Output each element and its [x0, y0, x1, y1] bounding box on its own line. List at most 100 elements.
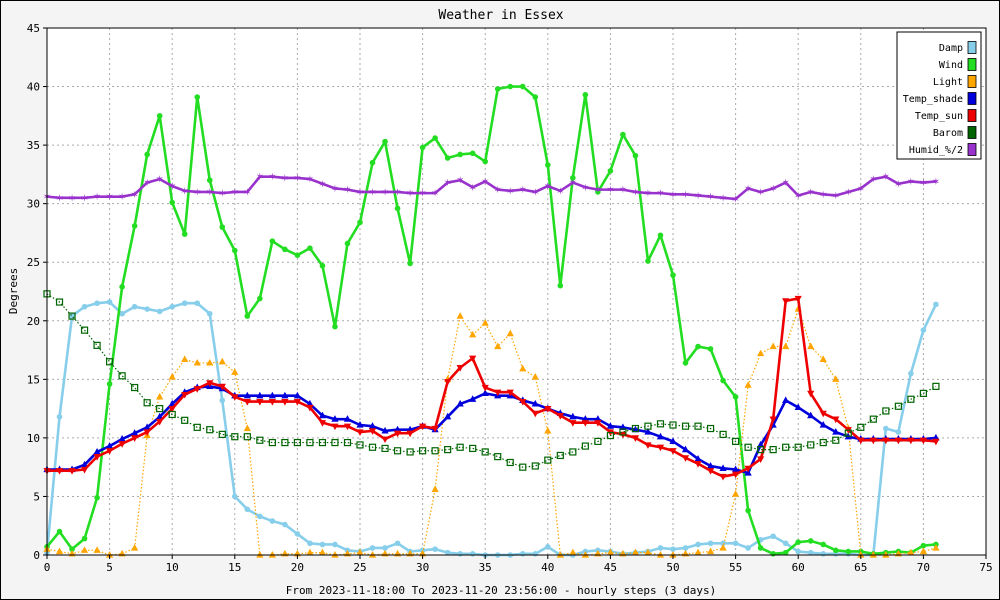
- point-humid-2: ✶: [581, 183, 589, 194]
- point-light: [732, 490, 740, 497]
- point-wind: [394, 205, 401, 212]
- x-tick-label: 5: [106, 561, 113, 574]
- point-humid-2: ✶: [844, 187, 852, 198]
- point-barom: [731, 437, 740, 446]
- point-humid-2: ✶: [406, 189, 414, 200]
- point-wind: [119, 284, 125, 290]
- point-barom: [581, 442, 589, 450]
- point-humid-2: ✶: [456, 176, 464, 187]
- point-wind: [206, 177, 213, 184]
- point-barom: [331, 438, 339, 447]
- point-barom: [894, 402, 902, 410]
- point-temp-sun: [631, 435, 640, 442]
- point-humid-2: ✶: [519, 185, 527, 196]
- point-temp-shade: [656, 432, 665, 440]
- point-wind: [532, 94, 539, 100]
- point-wind: [720, 377, 726, 384]
- point-barom: [93, 341, 101, 349]
- point-light: [55, 547, 64, 555]
- point-damp: [883, 425, 889, 432]
- point-humid-2: ✶: [756, 187, 764, 198]
- point-wind: [294, 252, 301, 258]
- point-wind: [570, 175, 576, 181]
- point-humid-2: ✶: [544, 182, 552, 193]
- point-humid-2: ✶: [343, 185, 351, 196]
- point-wind: [444, 155, 451, 161]
- point-barom: [644, 422, 652, 430]
- point-damp: [181, 300, 188, 307]
- point-temp-shade: [531, 399, 539, 407]
- point-humid-2: ✶: [681, 190, 689, 201]
- point-humid-2: ✶: [819, 190, 827, 201]
- point-humid-2: ✶: [105, 192, 113, 203]
- x-tick-label: 60: [792, 561, 805, 574]
- point-light: [519, 364, 527, 372]
- series-temp-sun: [43, 295, 940, 481]
- point-barom: [882, 407, 890, 415]
- point-humid-2: ✶: [243, 187, 251, 198]
- point-humid-2: ✶: [719, 193, 727, 204]
- point-light: [606, 548, 614, 556]
- legend-label-wind: Wind: [939, 60, 963, 71]
- point-barom: [606, 431, 615, 440]
- point-humid-2: ✶: [606, 185, 614, 196]
- point-damp: [56, 414, 63, 420]
- point-humid-2: ✶: [744, 184, 752, 195]
- point-humid-2: ✶: [130, 190, 138, 201]
- point-barom: [419, 447, 427, 455]
- point-temp-sun: [919, 437, 927, 445]
- point-wind: [131, 223, 138, 229]
- point-humid-2: ✶: [118, 192, 126, 203]
- point-wind: [757, 545, 764, 551]
- point-humid-2: ✶: [143, 178, 151, 189]
- point-damp: [707, 540, 714, 547]
- point-temp-sun: [393, 430, 402, 438]
- point-damp: [382, 545, 388, 551]
- point-light: [744, 381, 752, 388]
- point-light: [93, 546, 101, 553]
- chart-title: Weather in Essex: [438, 8, 563, 23]
- point-barom: [519, 463, 527, 471]
- point-temp-shade: [156, 412, 164, 420]
- point-temp-shade: [456, 399, 464, 407]
- point-temp-shade: [106, 442, 114, 449]
- point-light: [368, 551, 377, 558]
- y-tick-label: 10: [27, 432, 40, 445]
- point-light: [456, 312, 464, 319]
- point-temp-sun: [80, 466, 89, 474]
- series-line-humid-2: [46, 175, 937, 201]
- y-tick-label: 30: [27, 198, 40, 211]
- legend-label-humid-2: Humid_%/2: [909, 145, 963, 156]
- point-barom: [80, 326, 89, 334]
- point-barom: [243, 433, 251, 441]
- point-damp: [519, 551, 526, 557]
- legend-box: [896, 31, 982, 160]
- legend-label-temp-sun: Temp_sun: [915, 111, 963, 122]
- point-damp: [169, 303, 175, 310]
- point-damp: [131, 303, 138, 310]
- point-temp-shade: [293, 391, 301, 399]
- point-damp: [920, 327, 927, 333]
- point-temp-shade: [381, 426, 389, 434]
- point-damp: [745, 545, 751, 551]
- point-humid-2: ✶: [669, 190, 677, 201]
- series-wind: [44, 83, 939, 557]
- point-temp-sun: [281, 398, 289, 406]
- point-barom: [907, 395, 915, 403]
- point-barom: [782, 443, 790, 451]
- point-damp: [394, 540, 401, 547]
- point-humid-2: ✶: [556, 186, 564, 197]
- point-barom: [757, 446, 765, 454]
- point-temp-shade: [681, 445, 690, 453]
- point-temp-sun: [256, 398, 264, 406]
- y-tick-label: 20: [27, 315, 40, 328]
- legend-swatch-barom: [967, 126, 977, 139]
- point-light: [218, 357, 226, 365]
- point-temp-sun: [694, 461, 702, 468]
- point-barom: [193, 423, 201, 431]
- point-humid-2: ✶: [531, 187, 539, 198]
- point-barom: [68, 312, 76, 320]
- point-temp-shade: [832, 428, 840, 435]
- point-light: [80, 546, 89, 553]
- point-temp-shade: [706, 461, 715, 469]
